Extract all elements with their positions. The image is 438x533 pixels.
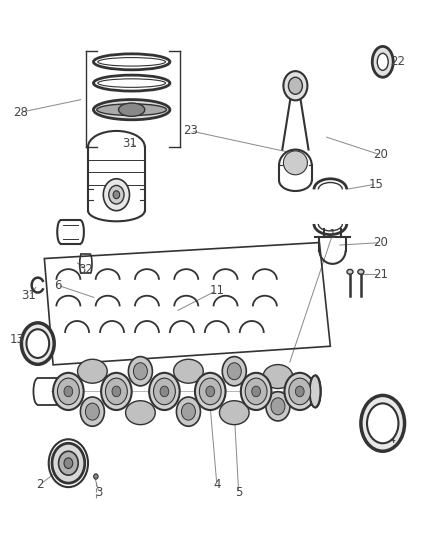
Ellipse shape [222,357,246,386]
Text: 32: 32 [78,263,93,276]
Ellipse shape [106,378,127,405]
Text: 4: 4 [213,478,221,491]
Text: 31: 31 [21,289,36,302]
Ellipse shape [173,359,203,383]
Ellipse shape [149,373,180,410]
Ellipse shape [361,395,405,451]
Ellipse shape [97,104,166,116]
Ellipse shape [199,378,221,405]
Text: 5: 5 [235,486,242,499]
Text: 11: 11 [209,284,224,297]
Ellipse shape [119,103,145,116]
Ellipse shape [81,397,104,426]
Ellipse shape [295,386,304,397]
Ellipse shape [285,373,315,410]
Ellipse shape [53,373,84,410]
Ellipse shape [177,397,201,426]
Text: 2: 2 [36,478,44,491]
Ellipse shape [103,179,130,211]
Ellipse shape [109,185,124,204]
Ellipse shape [245,378,267,405]
Text: 3: 3 [95,486,102,499]
Ellipse shape [94,474,98,479]
Ellipse shape [195,373,226,410]
Text: 22: 22 [391,55,406,68]
Ellipse shape [283,151,307,175]
Ellipse shape [101,373,132,410]
Ellipse shape [289,378,311,405]
Ellipse shape [52,443,85,483]
Text: 6: 6 [54,279,61,292]
Ellipse shape [252,386,261,397]
Ellipse shape [271,398,285,415]
Ellipse shape [113,191,120,199]
Ellipse shape [181,403,195,420]
Ellipse shape [283,71,307,100]
Ellipse shape [93,100,170,120]
Ellipse shape [263,365,293,389]
Ellipse shape [85,403,99,420]
Ellipse shape [160,386,169,397]
Text: 28: 28 [13,106,28,119]
Text: 15: 15 [369,177,384,191]
Ellipse shape [64,458,73,469]
Ellipse shape [377,53,388,70]
Text: 1: 1 [329,228,336,241]
Ellipse shape [347,269,353,274]
Ellipse shape [26,329,49,358]
Ellipse shape [367,403,399,443]
Ellipse shape [126,401,155,425]
Ellipse shape [134,363,148,379]
Text: 13: 13 [10,333,25,346]
Ellipse shape [57,378,79,405]
Ellipse shape [227,363,241,379]
Ellipse shape [241,373,272,410]
Ellipse shape [358,269,364,274]
Text: 14: 14 [382,433,397,446]
Text: 21: 21 [373,268,388,281]
Ellipse shape [372,46,393,77]
Ellipse shape [21,323,54,365]
Text: 31: 31 [122,136,137,150]
Text: 20: 20 [373,148,388,161]
Text: 23: 23 [183,124,198,138]
Ellipse shape [153,378,175,405]
Ellipse shape [310,375,321,407]
Ellipse shape [78,359,107,383]
Text: 20: 20 [373,236,388,249]
Ellipse shape [288,77,302,94]
Ellipse shape [266,392,290,421]
Ellipse shape [128,357,152,386]
Ellipse shape [112,386,121,397]
Ellipse shape [219,401,249,425]
Ellipse shape [64,386,73,397]
Ellipse shape [59,451,78,475]
Ellipse shape [206,386,215,397]
